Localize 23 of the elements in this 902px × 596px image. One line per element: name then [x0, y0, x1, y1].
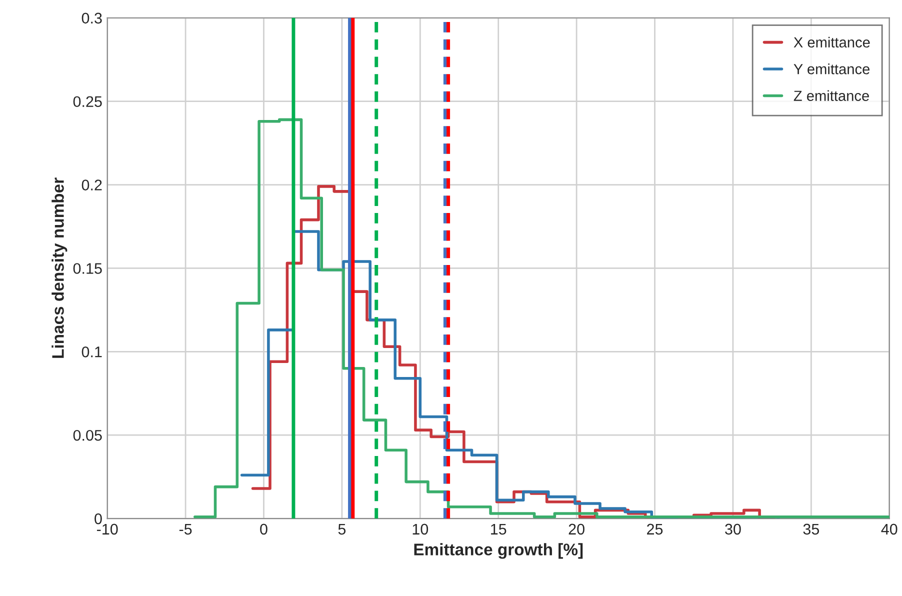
legend-label: Y emittance [794, 64, 870, 74]
y-tick-label: 0.05 [73, 430, 102, 441]
x-tick-label: -10 [96, 524, 118, 535]
x-tick-label: 40 [881, 524, 898, 535]
x-tick-label: -5 [179, 524, 192, 535]
legend-label: Z emittance [794, 90, 869, 101]
y-axis-title: Linacs density number [52, 178, 68, 358]
y-tick-label: 0.1 [82, 346, 102, 358]
x-tick-label: 10 [412, 524, 428, 535]
legend-label: X emittance [794, 36, 870, 48]
x-tick-label: 25 [647, 524, 663, 535]
y-tick-label: 0.3 [82, 12, 102, 24]
x-tick-label: 20 [568, 524, 584, 535]
x-tick-label: 15 [491, 524, 506, 535]
x-tick-label: 0 [260, 524, 268, 535]
y-tick-label: 0.2 [82, 180, 102, 190]
y-tick-label: 0.15 [73, 263, 102, 274]
y-tick-label: 0.25 [73, 96, 102, 108]
x-tick-label: 35 [803, 524, 820, 535]
y-tick-label: 0 [94, 513, 102, 524]
x-axis-title: Emittance growth [%] [414, 543, 583, 559]
x-tick-label: 5 [338, 524, 346, 535]
x-tick-label: 30 [725, 524, 741, 535]
